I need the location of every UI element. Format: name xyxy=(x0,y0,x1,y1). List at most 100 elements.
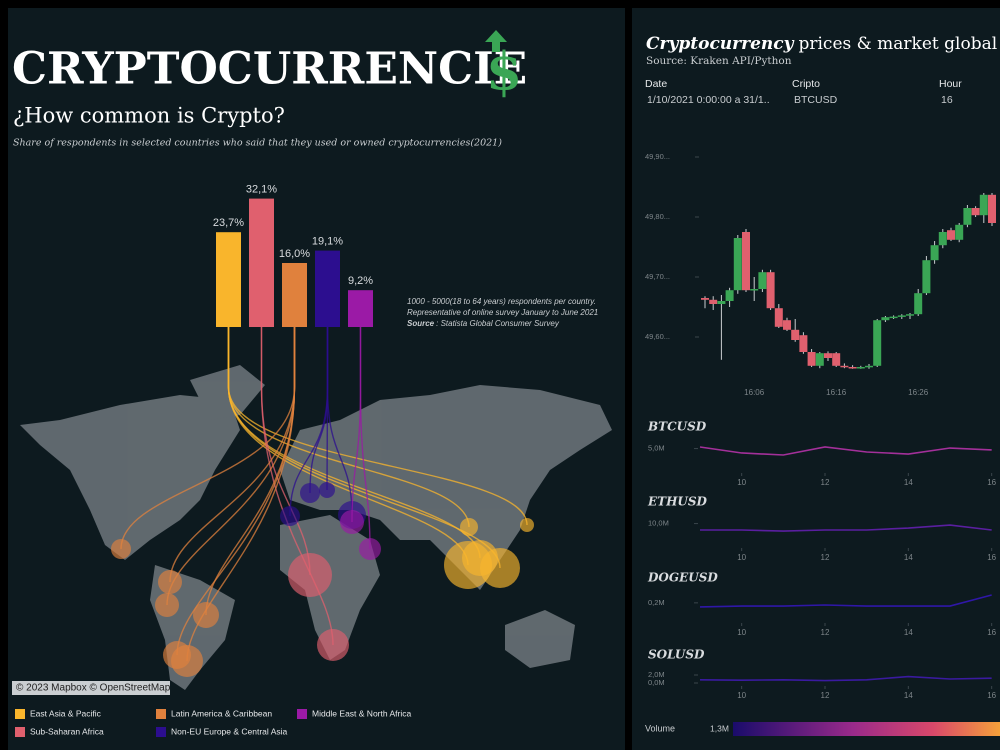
bubble xyxy=(359,538,381,560)
volume-line xyxy=(699,446,992,456)
bar xyxy=(348,290,373,327)
y-tick-label: 49,70... xyxy=(645,272,670,281)
flows xyxy=(111,327,534,677)
candle-body xyxy=(865,365,873,368)
flow-line xyxy=(227,327,481,559)
candle-body xyxy=(955,224,964,240)
y-tick-label: 2,0M xyxy=(648,670,665,679)
candle-body xyxy=(832,353,841,366)
filter-label: Date xyxy=(645,78,667,90)
bubble xyxy=(319,482,335,498)
filter-label: Cripto xyxy=(792,78,820,90)
x-tick-label: 16 xyxy=(987,478,996,487)
flow-line xyxy=(326,327,329,491)
bubble xyxy=(460,518,478,536)
land xyxy=(190,365,265,420)
candle-body xyxy=(840,365,849,368)
arrow-icon xyxy=(485,30,507,52)
right-source: Source: Kraken API/Python xyxy=(646,55,792,67)
legend-swatch xyxy=(156,709,166,719)
legend-label: Latin America & Caribbean xyxy=(171,708,272,718)
bar-value-label: 9,2% xyxy=(348,275,373,287)
legend-swatch xyxy=(297,709,307,719)
bubble xyxy=(340,510,364,534)
flow-line xyxy=(166,327,296,606)
x-tick-label: 12 xyxy=(821,691,830,700)
candle-body xyxy=(938,232,947,246)
x-tick-label: 12 xyxy=(821,628,830,637)
y-tick-label: 49,60... xyxy=(645,332,670,341)
bubble xyxy=(288,553,332,597)
candle-body xyxy=(717,301,726,304)
candle-body xyxy=(733,238,742,291)
chart-title: ETHUSD xyxy=(647,495,708,509)
bar-value-label: 16,0% xyxy=(279,248,310,260)
source-label: Source xyxy=(407,319,435,328)
candle-body xyxy=(791,329,800,340)
filter-value: BTCUSD xyxy=(794,94,838,106)
candle-body xyxy=(930,245,939,261)
candle-body xyxy=(750,289,759,291)
candle-body xyxy=(889,316,898,319)
bubble xyxy=(462,540,498,576)
y-tick-label: 49,90... xyxy=(645,152,670,161)
candle-body xyxy=(799,335,808,352)
x-tick-label: 12 xyxy=(821,478,830,487)
source-text: : Statista Global Consumer Survey xyxy=(436,319,560,328)
subtitle: ¿How common is Crypto? xyxy=(13,104,285,128)
legend-label: East Asia & Pacific xyxy=(30,708,102,718)
candle-body xyxy=(725,290,734,301)
legend-swatch xyxy=(15,709,25,719)
x-tick-label: 14 xyxy=(904,553,913,562)
x-tick-label: 10 xyxy=(737,553,746,562)
candle-body xyxy=(742,232,750,291)
y-tick-label: 10,0M xyxy=(648,519,669,528)
bubble xyxy=(155,593,179,617)
candle-body xyxy=(807,352,816,366)
main-title: CRYPTOCURRENCIE xyxy=(12,44,527,95)
x-tick-label: 12 xyxy=(821,553,830,562)
candle-body xyxy=(701,298,709,300)
candle-body xyxy=(914,293,923,315)
flow-line xyxy=(186,327,296,662)
y-tick-label: 0,0M xyxy=(648,678,665,687)
y-tick-label: 0,2M xyxy=(648,598,665,607)
x-tick-label: 16 xyxy=(987,628,996,637)
legend-swatch xyxy=(15,727,25,737)
title-rest: prices & market global act xyxy=(798,34,1000,54)
x-tick-label: 14 xyxy=(904,478,913,487)
candle-body xyxy=(848,367,857,369)
candle-body xyxy=(963,208,972,225)
bar-value-label: 23,7% xyxy=(213,217,244,229)
x-tick-label: 10 xyxy=(737,628,746,637)
note: 1000 - 5000(18 to 64 years) respondents … xyxy=(407,297,596,306)
land xyxy=(280,515,380,660)
candle-body xyxy=(815,353,824,366)
candle-body xyxy=(881,317,890,321)
bar xyxy=(249,198,274,327)
filter-value: 1/10/2021 0:00:00 a 31/1.. xyxy=(647,94,770,106)
candle-body xyxy=(709,299,718,304)
x-tick-label: 14 xyxy=(904,628,913,637)
x-tick-label: 10 xyxy=(737,478,746,487)
bar-value-label: 19,1% xyxy=(312,236,343,248)
volume-line xyxy=(699,675,992,682)
filters: Date 1/10/2021 0:00:00 a 31/1.. Cripto BTCU… xyxy=(645,78,962,106)
legend-label: Middle East & North Africa xyxy=(312,708,411,718)
colorbar-tick-label: 1,3M xyxy=(710,723,729,733)
candle-body xyxy=(979,194,988,216)
colorbar xyxy=(733,722,1000,736)
flow-line xyxy=(260,327,334,646)
y-tick-label: 49,80... xyxy=(645,212,670,221)
chart-title: SOLUSD xyxy=(648,648,705,662)
y-tick-label: 5,0M xyxy=(648,444,665,453)
land xyxy=(280,385,612,590)
candle-body xyxy=(922,260,931,294)
bar xyxy=(216,232,241,327)
description: Share of respondents in selected countri… xyxy=(13,138,502,149)
x-tick-label: 10 xyxy=(737,691,746,700)
charts: 1,3M 23,7% East Asia & Pacific 32,1% Sub-Sah… xyxy=(15,152,997,737)
